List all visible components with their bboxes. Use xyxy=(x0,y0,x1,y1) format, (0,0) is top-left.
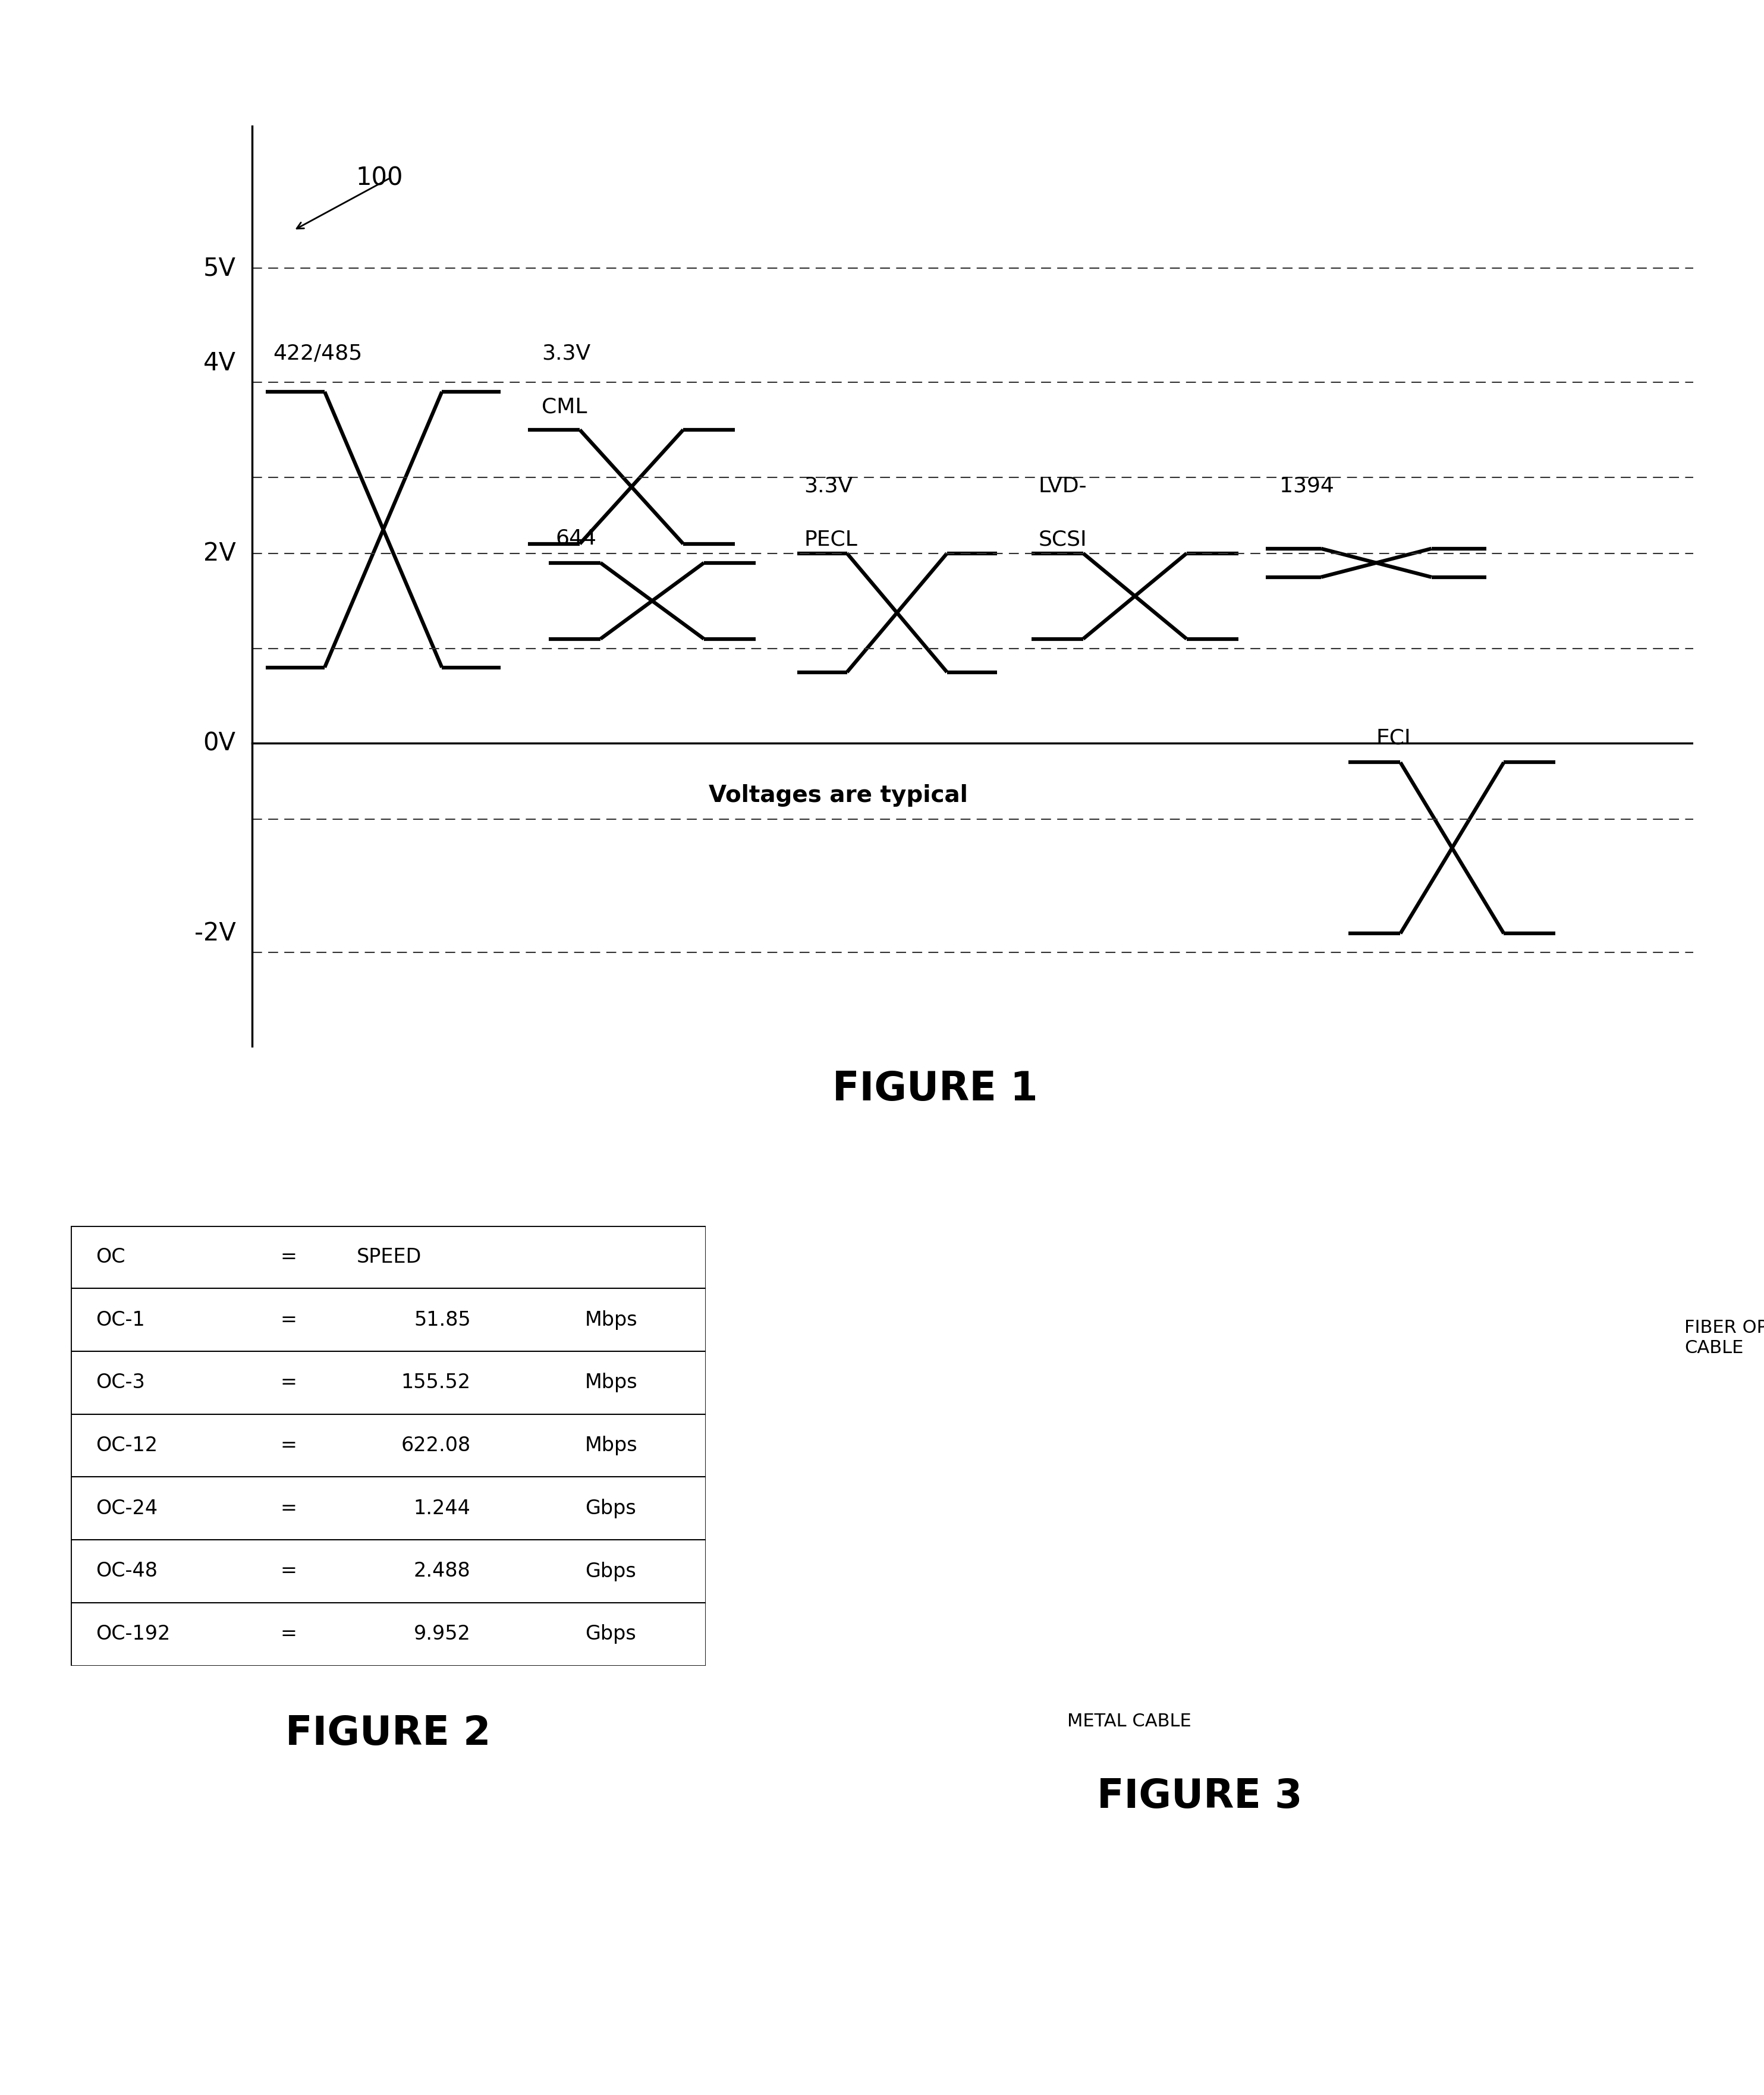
Text: =: = xyxy=(280,1561,296,1582)
Text: 1.244: 1.244 xyxy=(413,1498,471,1519)
Text: Gbps: Gbps xyxy=(586,1561,637,1582)
Text: SPEED: SPEED xyxy=(356,1247,422,1267)
Text: Gbps: Gbps xyxy=(586,1498,637,1519)
Text: Mbps: Mbps xyxy=(586,1435,637,1456)
Text: =: = xyxy=(280,1624,296,1645)
Text: 1394: 1394 xyxy=(1279,476,1334,497)
Text: =: = xyxy=(280,1309,296,1330)
Text: 0V: 0V xyxy=(203,731,236,756)
Text: =: = xyxy=(280,1247,296,1267)
Text: FIBER OPTIC
CABLE: FIBER OPTIC CABLE xyxy=(1685,1320,1764,1355)
Text: SCSI: SCSI xyxy=(1039,530,1087,549)
Text: 4V: 4V xyxy=(203,350,236,375)
Text: Gbps: Gbps xyxy=(586,1624,637,1645)
Text: PECL: PECL xyxy=(804,530,857,549)
Text: ECL: ECL xyxy=(1376,727,1416,748)
Text: =: = xyxy=(280,1372,296,1393)
Text: 155.52: 155.52 xyxy=(400,1372,471,1393)
Text: 51.85: 51.85 xyxy=(415,1309,471,1330)
Text: 644: 644 xyxy=(556,528,596,549)
Polygon shape xyxy=(1185,2041,1764,2095)
Text: OC-24: OC-24 xyxy=(95,1498,157,1519)
Text: OC-3: OC-3 xyxy=(95,1372,145,1393)
Text: OC-1: OC-1 xyxy=(95,1309,145,1330)
Text: 3.3V: 3.3V xyxy=(542,344,591,362)
Text: Voltages are typical: Voltages are typical xyxy=(709,784,968,807)
Text: 622.08: 622.08 xyxy=(400,1435,471,1456)
Text: =: = xyxy=(280,1435,296,1456)
Text: 2V: 2V xyxy=(203,541,236,566)
Text: FIGURE 2: FIGURE 2 xyxy=(286,1714,490,1754)
Text: FIGURE 1: FIGURE 1 xyxy=(833,1071,1037,1108)
Text: OC: OC xyxy=(95,1247,125,1267)
Text: OC-192: OC-192 xyxy=(95,1624,171,1645)
Text: 422/485: 422/485 xyxy=(273,344,362,362)
Text: 3.3V: 3.3V xyxy=(804,476,852,497)
Text: 100: 100 xyxy=(356,166,402,191)
Text: =: = xyxy=(280,1498,296,1519)
Text: -2V: -2V xyxy=(194,922,236,947)
Text: 2.488: 2.488 xyxy=(415,1561,471,1582)
Text: 5V: 5V xyxy=(203,256,236,281)
Text: Mbps: Mbps xyxy=(586,1309,637,1330)
Text: CML: CML xyxy=(542,396,587,417)
Text: Mbps: Mbps xyxy=(586,1372,637,1393)
Text: METAL CABLE: METAL CABLE xyxy=(1067,1714,1191,1730)
Text: LVD-: LVD- xyxy=(1039,476,1087,497)
Text: OC-48: OC-48 xyxy=(95,1561,157,1582)
Text: OC-12: OC-12 xyxy=(95,1435,157,1456)
Text: FIGURE 3: FIGURE 3 xyxy=(1097,1777,1302,1816)
Text: 9.952: 9.952 xyxy=(413,1624,471,1645)
